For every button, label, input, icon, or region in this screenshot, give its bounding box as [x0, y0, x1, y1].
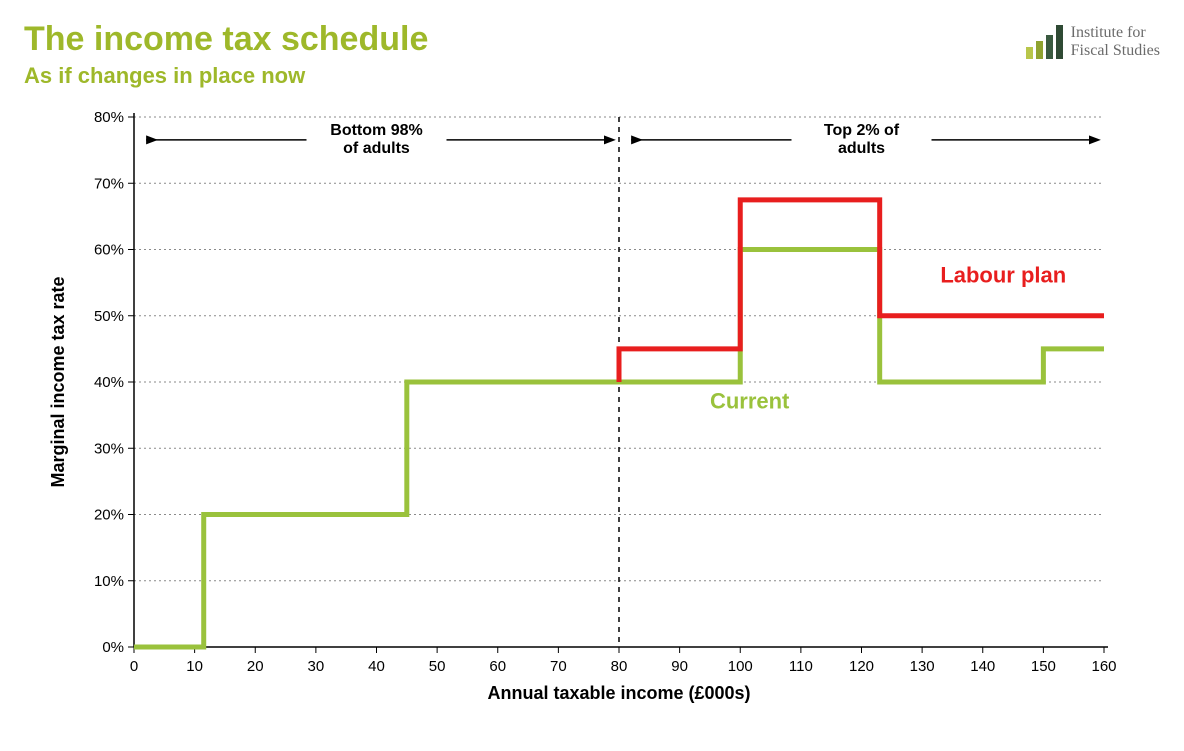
svg-text:30: 30	[308, 658, 325, 675]
svg-text:Marginal income tax rate: Marginal income tax rate	[48, 276, 68, 487]
svg-text:50: 50	[429, 658, 446, 675]
svg-text:Labour plan: Labour plan	[940, 263, 1066, 288]
page-subtitle: As if changes in place now	[24, 63, 428, 89]
svg-text:40%: 40%	[94, 374, 124, 391]
logo-text: Institute for Fiscal Studies	[1071, 24, 1160, 61]
svg-text:Bottom 98%: Bottom 98%	[330, 122, 422, 139]
svg-text:0: 0	[130, 658, 138, 675]
svg-text:30%: 30%	[94, 440, 124, 457]
svg-text:20%: 20%	[94, 507, 124, 524]
svg-text:50%: 50%	[94, 308, 124, 325]
svg-text:130: 130	[910, 658, 935, 675]
svg-text:150: 150	[1031, 658, 1056, 675]
svg-text:60: 60	[489, 658, 506, 675]
tax-schedule-chart: 0% 10% 20% 30% 40% 50% 60% 70% 80% 0 10 20 30 40 50 60 7…	[24, 107, 1160, 707]
svg-text:140: 140	[970, 658, 995, 675]
svg-text:10: 10	[186, 658, 203, 675]
logo-bars-icon	[1026, 25, 1063, 59]
svg-text:0%: 0%	[102, 639, 124, 656]
ifs-logo: Institute for Fiscal Studies	[1026, 24, 1160, 61]
svg-text:Top 2% of: Top 2% of	[824, 122, 900, 139]
svg-text:40: 40	[368, 658, 385, 675]
page-title: The income tax schedule	[24, 20, 428, 59]
svg-text:80: 80	[611, 658, 628, 675]
svg-text:70%: 70%	[94, 175, 124, 192]
svg-text:Annual taxable income (£000s): Annual taxable income (£000s)	[487, 683, 750, 703]
svg-text:10%: 10%	[94, 573, 124, 590]
svg-text:90: 90	[671, 658, 688, 675]
svg-text:110: 110	[789, 658, 813, 675]
svg-text:80%: 80%	[94, 109, 124, 126]
header: The income tax schedule As if changes in…	[24, 20, 1160, 89]
svg-text:160: 160	[1091, 658, 1116, 675]
svg-text:20: 20	[247, 658, 264, 675]
svg-text:120: 120	[849, 658, 874, 675]
logo-line1: Institute for	[1071, 24, 1160, 42]
logo-line2: Fiscal Studies	[1071, 42, 1160, 60]
chart-svg: 0% 10% 20% 30% 40% 50% 60% 70% 80% 0 10 20 30 40 50 60 7…	[24, 107, 1124, 707]
svg-text:of adults: of adults	[343, 140, 410, 157]
title-block: The income tax schedule As if changes in…	[24, 20, 428, 89]
svg-text:adults: adults	[838, 140, 885, 157]
svg-text:70: 70	[550, 658, 567, 675]
svg-text:60%: 60%	[94, 242, 124, 259]
svg-text:Current: Current	[710, 389, 790, 414]
svg-text:100: 100	[728, 658, 753, 675]
